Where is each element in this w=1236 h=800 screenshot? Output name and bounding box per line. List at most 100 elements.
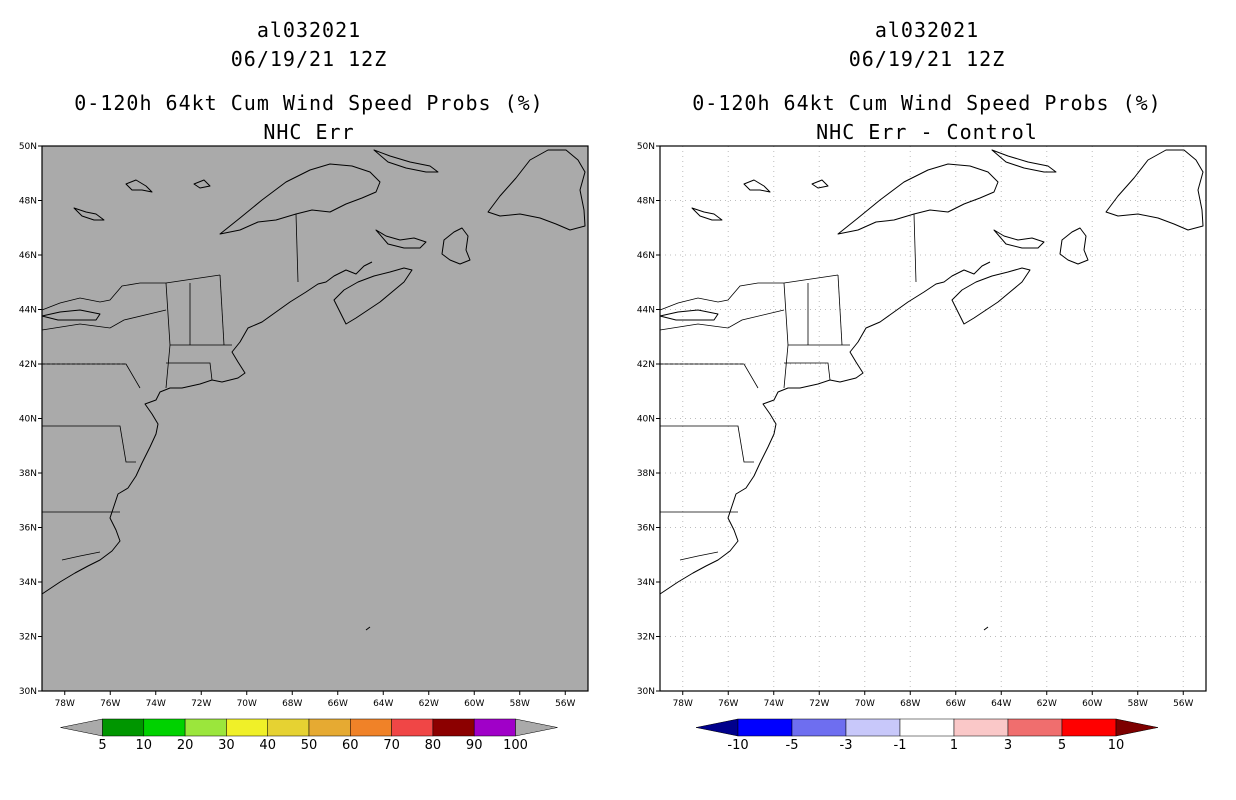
lon-label: 62W (1037, 699, 1057, 709)
state-border (660, 425, 754, 463)
colorbar-bin (350, 718, 392, 737)
coastline (811, 179, 829, 189)
colorbar-bin (143, 718, 186, 737)
lat-label: 32N (19, 633, 37, 643)
colorbar-low-arrow (695, 718, 739, 737)
lon-label: 68W (900, 699, 920, 709)
init-time: 06/19/21 12Z (848, 47, 1006, 71)
colorbar-bin (791, 718, 847, 737)
lat-label: 48N (637, 197, 655, 207)
coastline (373, 149, 439, 173)
lon-label: 56W (1173, 699, 1193, 709)
lat-label: 50N (19, 142, 37, 152)
lake-outline (659, 309, 719, 321)
colorbar: 5 10 20 30 40 50 60 70 80 90 100 (60, 718, 558, 753)
lon-label: 58W (1128, 699, 1148, 709)
colorbar-bin (391, 718, 434, 737)
coastline (659, 261, 991, 595)
lat-label: 36N (19, 524, 37, 534)
lon-label: 72W (809, 699, 829, 709)
colorbar-bin (184, 718, 227, 737)
colorbar-bin (737, 718, 793, 737)
panel-subtitle: NHC Err (263, 120, 355, 144)
colorbar-label: 20 (177, 738, 194, 753)
lat-label: 32N (637, 633, 655, 643)
lake-outline (41, 309, 101, 321)
colorbar-bin (899, 718, 955, 737)
lat-label: 40N (19, 415, 37, 425)
coastline (375, 229, 427, 249)
state-border (166, 362, 213, 381)
colorbar-bin (102, 718, 145, 737)
lat-label: 46N (637, 251, 655, 261)
state-border (837, 274, 843, 346)
lat-label: 30N (19, 687, 37, 697)
coastline (1059, 227, 1089, 265)
storm-id: al032021 (256, 18, 362, 42)
colorbar-label: 70 (383, 738, 400, 753)
coastline (487, 149, 586, 231)
coastline-group (659, 149, 1204, 631)
lat-label: 48N (19, 197, 37, 207)
colorbar-low-arrow (60, 718, 103, 737)
storm-id: al032021 (874, 18, 980, 42)
colorbar-label: 80 (425, 738, 442, 753)
product-title: 0-120h 64kt Cum Wind Speed Probs (%) (692, 91, 1162, 115)
lon-label: 64W (991, 699, 1011, 709)
lon-label: 60W (464, 699, 484, 709)
lon-label: 60W (1082, 699, 1102, 709)
coastline-group (41, 149, 586, 631)
state-border (659, 309, 785, 331)
colorbar-bin (845, 718, 901, 737)
coastline (441, 227, 471, 265)
lat-label: 34N (637, 578, 655, 588)
lon-label: 70W (237, 699, 257, 709)
state-border (913, 213, 917, 283)
lat-label: 30N (637, 687, 655, 697)
lon-label: 56W (555, 699, 575, 709)
coastline (333, 267, 413, 325)
state-border (679, 551, 719, 561)
lat-label: 42N (19, 360, 37, 370)
lon-label: 76W (718, 699, 738, 709)
coastline (691, 207, 723, 221)
lon-label: 72W (191, 699, 211, 709)
colorbar-bin (267, 718, 310, 737)
border-group (659, 213, 917, 561)
colorbar-bin (226, 718, 268, 737)
lat-label: 40N (637, 415, 655, 425)
colorbar-label: 10 (1108, 738, 1125, 753)
panel-nhc-err: al032021 06/19/21 12Z 0-120h 64kt Cum Wi… (19, 18, 589, 753)
lon-label: 78W (55, 699, 75, 709)
lat-label: 46N (19, 251, 37, 261)
map-background (660, 146, 1206, 691)
lat-label: 36N (637, 524, 655, 534)
coastline (219, 163, 381, 235)
init-time: 06/19/21 12Z (230, 47, 388, 71)
colorbar-label: -3 (840, 738, 853, 753)
lon-label: 70W (855, 699, 875, 709)
coastline (837, 163, 999, 235)
lat-label: 38N (637, 469, 655, 479)
lat-label: 50N (637, 142, 655, 152)
lon-label: 76W (100, 699, 120, 709)
coastline (993, 229, 1045, 249)
colorbar-label: 5 (1058, 738, 1066, 753)
coastline (1105, 149, 1204, 231)
lon-label: 62W (419, 699, 439, 709)
coastline (193, 179, 211, 189)
panel-nhc-err-minus-control: al032021 06/19/21 12Z 0-120h 64kt Cum Wi… (618, 0, 1236, 800)
colorbar-label: -5 (786, 738, 799, 753)
graticule (660, 146, 1206, 691)
lon-label: 68W (282, 699, 302, 709)
colorbar-bin (308, 718, 351, 737)
colorbar-bin (953, 718, 1009, 737)
state-border (42, 425, 136, 463)
lat-label: 34N (19, 578, 37, 588)
bermuda-outline (365, 626, 371, 631)
coastline (743, 179, 771, 193)
coastline (951, 267, 1031, 325)
panel-subtitle: NHC Err - Control (816, 120, 1038, 144)
colorbar-bin (473, 718, 516, 737)
colorbar-label: 10 (136, 738, 153, 753)
